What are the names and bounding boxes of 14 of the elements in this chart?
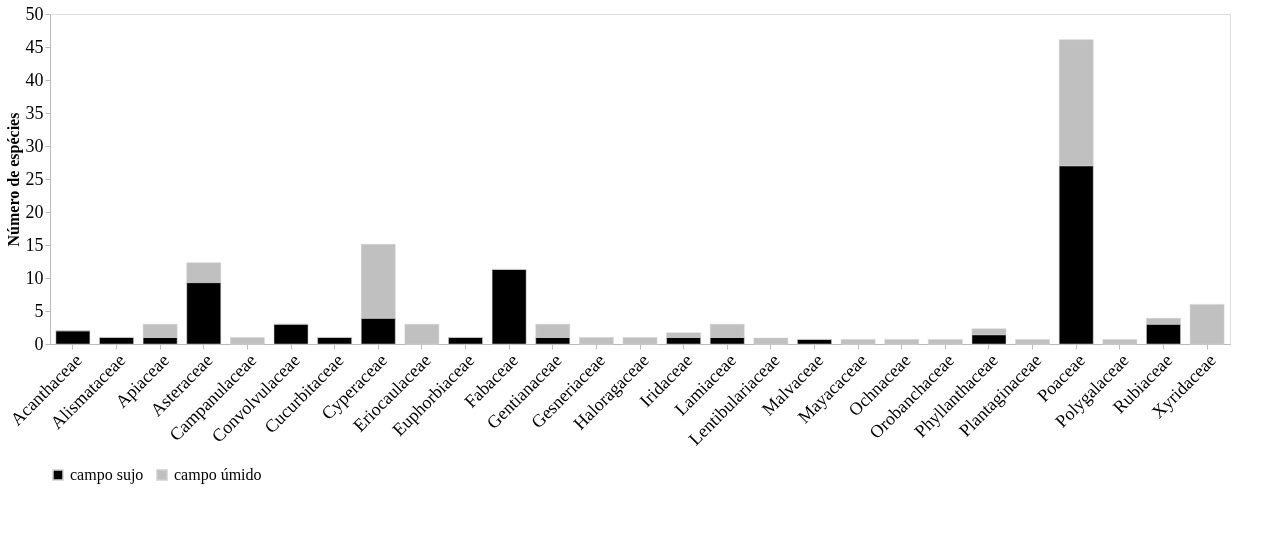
y-tick-label: 0 (34, 333, 44, 354)
y-tick-label: 40 (25, 69, 44, 90)
legend-label: campo úmido (174, 466, 262, 484)
y-tick-label: 35 (25, 102, 44, 123)
y-tick-label: 45 (25, 36, 44, 57)
y-tick-label: 30 (25, 135, 44, 156)
y-tick-label: 5 (34, 300, 44, 321)
y-tick-label: 25 (25, 168, 44, 189)
legend-label: campo sujo (70, 466, 144, 484)
y-tick-label: 20 (25, 201, 44, 222)
y-tick-label: 10 (25, 267, 44, 288)
y-axis-title: Número de espécies (4, 112, 23, 247)
y-tick-label: 15 (25, 234, 44, 255)
y-tick-label: 50 (25, 3, 44, 24)
